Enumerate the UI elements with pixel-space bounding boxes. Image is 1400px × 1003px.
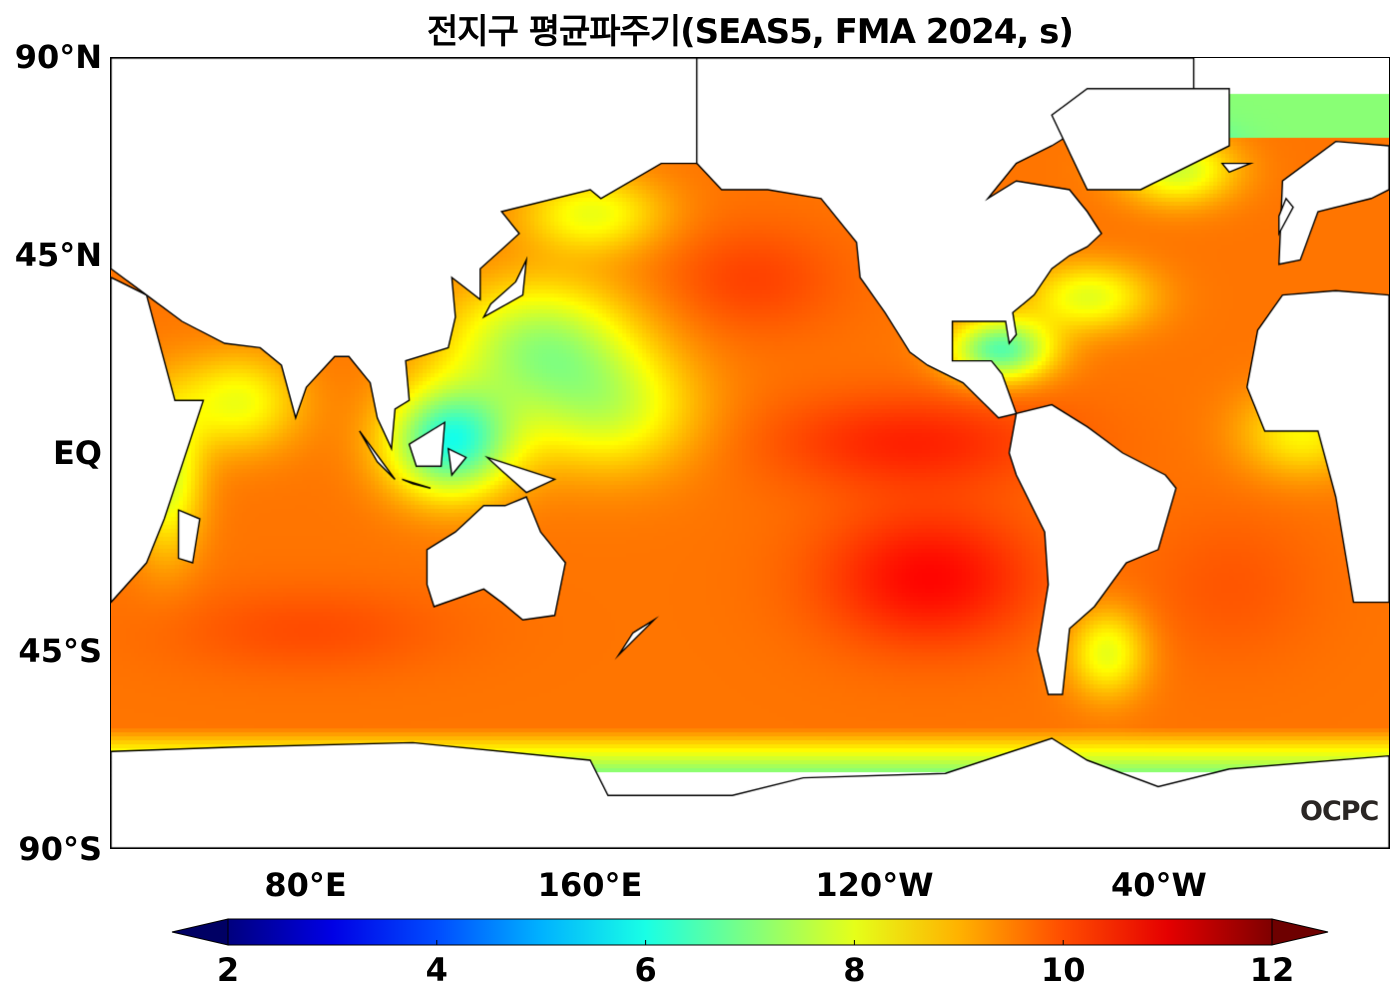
colorbar-tick-label: 4: [425, 951, 448, 989]
colorbar-tick-label: 10: [1040, 951, 1086, 989]
lon-tick-label: 160°E: [537, 866, 643, 904]
lon-tick-label: 120°W: [815, 866, 934, 904]
map-title: 전지구 평균파주기(SEAS5, FMA 2024, s): [427, 12, 1074, 52]
wave-period-map: [110, 57, 1390, 849]
lat-tick-label: EQ: [52, 434, 102, 472]
colorbar-gradient: [227, 918, 1273, 946]
colorbar-tick-label: 6: [634, 951, 657, 989]
colorbar-extend-max: [1271, 918, 1329, 946]
ocpc-logo: OCPC: [1300, 796, 1379, 827]
colorbar-extend-min: [171, 918, 229, 946]
colorbar: [171, 918, 1329, 946]
colorbar-tick-label: 8: [843, 951, 866, 989]
lat-tick-label: 45°N: [14, 236, 102, 274]
lat-tick-label: 45°S: [18, 632, 102, 670]
colorbar-tick-label: 2: [216, 951, 240, 989]
lat-tick-label: 90°S: [18, 830, 102, 868]
lon-tick-label: 80°E: [264, 866, 347, 904]
lon-tick-label: 40°W: [1110, 866, 1207, 904]
colorbar-tick-label: 12: [1249, 951, 1295, 989]
lat-tick-label: 90°N: [14, 38, 102, 76]
